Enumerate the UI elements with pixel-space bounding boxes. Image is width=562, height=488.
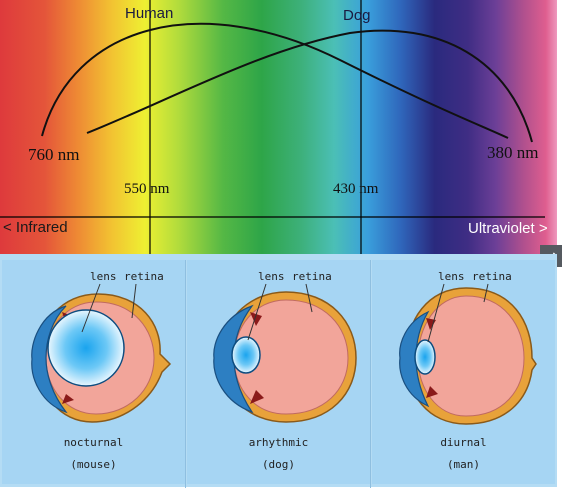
retina-label: retina <box>124 270 164 283</box>
infrared-label: < Infrared <box>3 219 68 236</box>
lens-label: lens <box>438 270 465 283</box>
sensitivity-curves: Human Dog 760 nm 380 nm 550 nm 430 nm < … <box>0 0 548 254</box>
lens-pointer <box>427 283 445 343</box>
arhythmic-eye: lens retina <box>213 270 357 423</box>
lens <box>414 339 436 375</box>
lens-pointer <box>81 283 101 333</box>
left-end-wavelength: 760 nm <box>28 145 79 164</box>
human-sensitivity-curve <box>41 22 509 139</box>
eye-animal-label: (mouse) <box>70 458 117 471</box>
retina-label: retina <box>472 270 512 283</box>
eye-type-label: arhythmic <box>248 436 309 449</box>
diurnal-eye: lens retina <box>399 270 537 425</box>
retina <box>417 295 525 417</box>
right-end-wavelength: 380 nm <box>487 143 538 162</box>
eye-diagrams: lens retina lens retina <box>31 270 537 425</box>
lens-pointer <box>247 283 267 341</box>
cornea <box>31 305 68 414</box>
retina-pointer <box>305 283 313 313</box>
human-curve-label: Human <box>125 5 173 22</box>
lens <box>231 336 261 374</box>
dog-peak-wavelength: 430 nm <box>333 181 379 197</box>
lens-label: lens <box>90 270 117 283</box>
human-peak-wavelength: 550 nm <box>124 181 170 197</box>
lens <box>47 309 125 387</box>
panel-divider <box>185 260 186 488</box>
retina <box>233 299 349 415</box>
panel-divider <box>370 260 371 488</box>
retina-pointer <box>483 283 489 303</box>
nocturnal-eye: lens retina <box>31 270 172 423</box>
color-spectrum-panel: Human Dog 760 nm 380 nm 550 nm 430 nm < … <box>0 0 557 254</box>
retina-label: retina <box>292 270 332 283</box>
dog-sensitivity-curve <box>86 29 533 143</box>
eye-comparison-panel: lens retina lens retina <box>0 254 557 488</box>
ultraviolet-label: Ultraviolet > <box>468 220 548 237</box>
eye-animal-label: (man) <box>446 458 481 471</box>
eye-animal-label: (dog) <box>261 458 296 471</box>
dog-curve-label: Dog <box>343 7 371 24</box>
retina-pointer <box>131 283 137 319</box>
eye-type-label: diurnal <box>440 436 487 449</box>
eye-type-label: nocturnal <box>63 436 124 449</box>
cornea <box>399 310 430 408</box>
lens-label: lens <box>258 270 285 283</box>
